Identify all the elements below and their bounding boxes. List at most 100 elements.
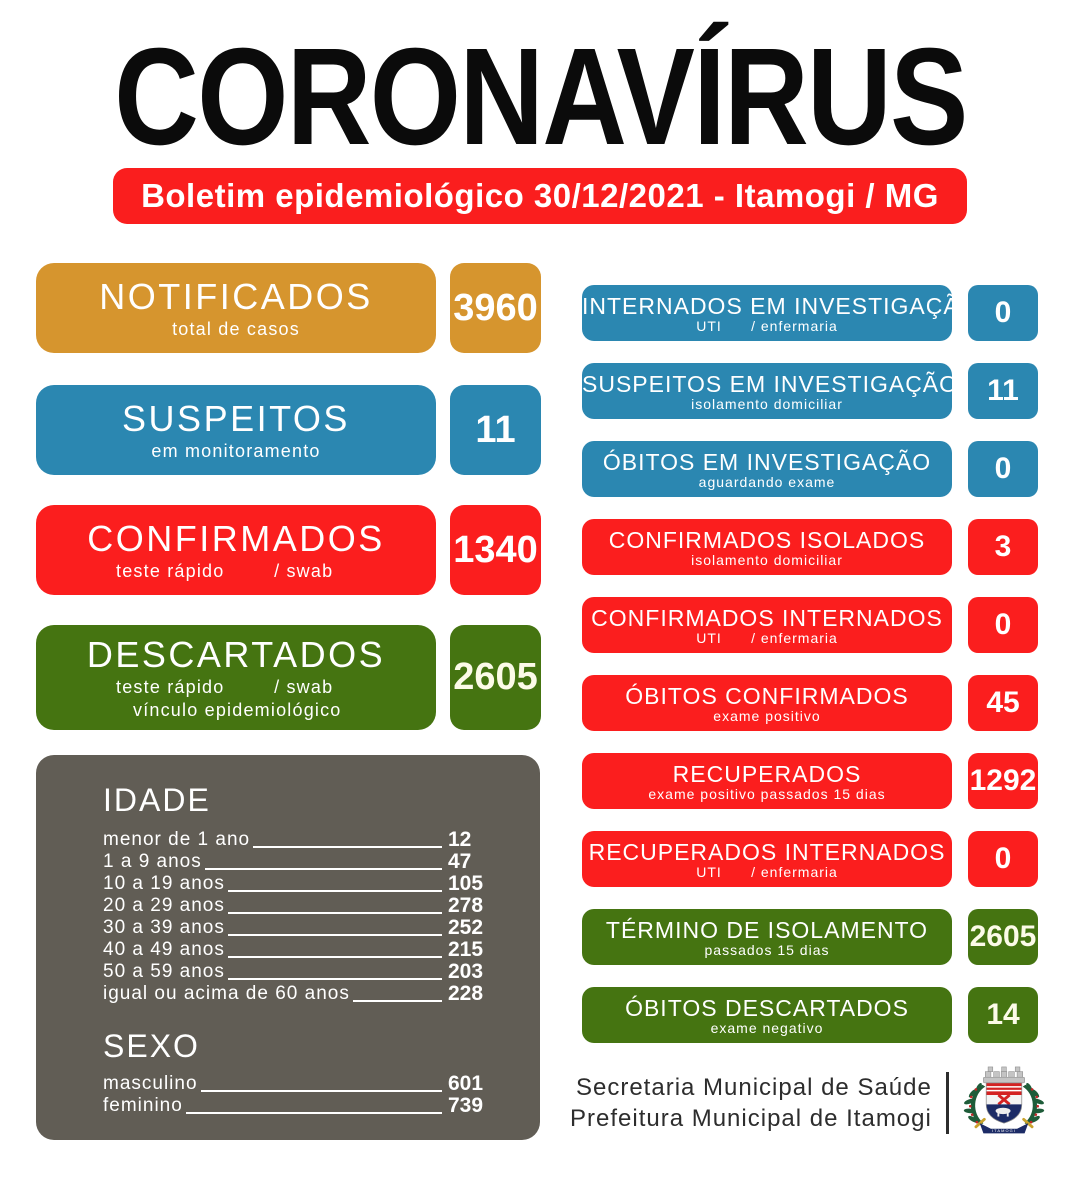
card-title: RECUPERADOS INTERNADOS	[588, 838, 946, 865]
card-obitos-descartados: ÓBITOS DESCARTADOS exame negativo	[582, 987, 952, 1043]
age-row: 1 a 9 anos 47	[103, 851, 498, 873]
value-internados-em-investigacao: 0	[968, 285, 1038, 341]
age-value: 278	[448, 894, 484, 917]
card-title: CONFIRMADOS	[87, 517, 385, 559]
leader-line	[227, 934, 442, 936]
card-confirmados-isolados: CONFIRMADOS ISOLADOS isolamento domicili…	[582, 519, 952, 575]
value-confirmados: 1340	[450, 505, 541, 595]
stat-row-confirmados-internados: CONFIRMADOS INTERNADOS UTI / enfermaria …	[582, 597, 1038, 653]
card-subtitle-2: vínculo epidemiológico	[133, 699, 342, 720]
footer-line-secretaria: Secretaria Municipal de Saúde	[575, 1073, 932, 1101]
card-title: CONFIRMADOS INTERNADOS	[591, 604, 943, 631]
card-subtitle: teste rápido / swab	[116, 560, 334, 581]
card-title: TÉRMINO DE ISOLAMENTO	[605, 916, 929, 943]
right-column: INTERNADOS EM INVESTIGAÇÃO UTI / enferma…	[582, 285, 1038, 1065]
card-title: SUSPEITOS	[122, 397, 350, 439]
card-obitos-em-investigacao: ÓBITOS EM INVESTIGAÇÃO aguardando exame	[582, 441, 952, 497]
stat-row-suspeitos: SUSPEITOS em monitoramento 11	[36, 385, 541, 475]
age-label: 50 a 59 anos	[103, 961, 225, 982]
stat-row-obitos-descartados: ÓBITOS DESCARTADOS exame negativo 14	[582, 987, 1038, 1043]
leader-line	[204, 868, 442, 870]
card-confirmados: CONFIRMADOS teste rápido / swab	[36, 505, 436, 595]
age-row: 50 a 59 anos 203	[103, 961, 498, 983]
value-termino-de-isolamento: 2605	[968, 909, 1038, 965]
left-column: NOTIFICADOS total de casos 3960 SUSPEITO…	[36, 263, 541, 1140]
age-value: 203	[448, 960, 484, 983]
stat-row-suspeitos-investigacao: SUSPEITOS EM INVESTIGAÇÃO isolamento dom…	[582, 363, 1038, 419]
stat-row-recuperados-internados: RECUPERADOS INTERNADOS UTI / enfermaria …	[582, 831, 1038, 887]
itamogi-coat-of-arms-icon: ITAMOGI	[963, 1066, 1045, 1134]
age-row: menor de 1 ano 12	[103, 829, 498, 851]
leader-line	[227, 912, 442, 914]
card-subtitle: total de casos	[172, 318, 300, 339]
value-suspeitos: 11	[450, 385, 541, 475]
age-value: 47	[448, 850, 472, 873]
stat-row-obitos-investigacao: ÓBITOS EM INVESTIGAÇÃO aguardando exame …	[582, 441, 1038, 497]
age-row: 10 a 19 anos 105	[103, 873, 498, 895]
leader-line	[227, 978, 442, 980]
sexo-title: SEXO	[103, 1028, 200, 1064]
stat-row-termino-isolamento: TÉRMINO DE ISOLAMENTO passados 15 dias 2…	[582, 909, 1038, 965]
stat-row-recuperados: RECUPERADOS exame positivo passados 15 d…	[582, 753, 1038, 809]
age-value: 12	[448, 828, 472, 851]
card-subtitle: aguardando exame	[698, 473, 836, 490]
card-subtitle: exame positivo	[713, 707, 821, 724]
age-label: 40 a 49 anos	[103, 939, 225, 960]
age-row: 40 a 49 anos 215	[103, 939, 498, 961]
card-title: DESCARTADOS	[86, 633, 386, 675]
coat-banner-text: ITAMOGI	[992, 1128, 1016, 1133]
leader-line	[227, 956, 442, 958]
card-subtitle: isolamento domiciliar	[691, 551, 843, 568]
stat-row-obitos-confirmados: ÓBITOS CONFIRMADOS exame positivo 45	[582, 675, 1038, 731]
card-descartados: DESCARTADOS teste rápido / swab vínculo …	[36, 625, 436, 730]
value-descartados: 2605	[450, 625, 541, 730]
sex-row: feminino 739	[103, 1095, 498, 1117]
card-obitos-confirmados: ÓBITOS CONFIRMADOS exame positivo	[582, 675, 952, 731]
card-title: ÓBITOS DESCARTADOS	[625, 994, 909, 1021]
card-suspeitos: SUSPEITOS em monitoramento	[36, 385, 436, 475]
main-title: CORONAVÍRUS	[113, 20, 968, 174]
card-subtitle: teste rápido / swab	[116, 676, 334, 697]
demographics-box: IDADE menor de 1 ano 12 1 a 9 anos 47 10…	[36, 755, 540, 1140]
value-obitos-descartados: 14	[968, 987, 1038, 1043]
sex-value: 601	[448, 1072, 484, 1095]
card-subtitle: exame negativo	[710, 1019, 824, 1036]
footer-text: Secretaria Municipal de Saúde Prefeitura…	[570, 1072, 932, 1134]
value-confirmados-isolados: 3	[968, 519, 1038, 575]
value-recuperados-internados: 0	[968, 831, 1038, 887]
value-obitos-confirmados: 45	[968, 675, 1038, 731]
age-value: 252	[448, 916, 484, 939]
value-confirmados-internados: 0	[968, 597, 1038, 653]
footer: Secretaria Municipal de Saúde Prefeitura…	[570, 1066, 1045, 1139]
header: CORONAVÍRUS Boletim epidemiológico 30/12…	[0, 28, 1080, 224]
age-row: 20 a 29 anos 278	[103, 895, 498, 917]
footer-line-prefeitura: Prefeitura Municipal de Itamogi	[570, 1104, 932, 1132]
age-label: igual ou acima de 60 anos	[103, 983, 350, 1004]
leader-line	[352, 1000, 442, 1002]
card-title: RECUPERADOS	[672, 760, 862, 787]
leader-line	[200, 1090, 442, 1092]
stat-row-notificados: NOTIFICADOS total de casos 3960	[36, 263, 541, 353]
card-internados-em-investigacao: INTERNADOS EM INVESTIGAÇÃO UTI / enferma…	[582, 285, 979, 341]
card-title: ÓBITOS EM INVESTIGAÇÃO	[602, 448, 932, 475]
card-subtitle: UTI / enfermaria	[696, 317, 838, 334]
card-title: INTERNADOS EM INVESTIGAÇÃO	[582, 292, 979, 319]
age-label: 30 a 39 anos	[103, 917, 225, 938]
card-subtitle: isolamento domiciliar	[691, 395, 843, 412]
stat-row-descartados: DESCARTADOS teste rápido / swab vínculo …	[36, 625, 541, 730]
card-recuperados: RECUPERADOS exame positivo passados 15 d…	[582, 753, 952, 809]
sex-value: 739	[448, 1094, 484, 1117]
card-notificados: NOTIFICADOS total de casos	[36, 263, 436, 353]
stat-row-confirmados-isolados: CONFIRMADOS ISOLADOS isolamento domicili…	[582, 519, 1038, 575]
card-subtitle: em monitoramento	[151, 440, 321, 461]
divider	[945, 1071, 949, 1134]
age-row: 30 a 39 anos 252	[103, 917, 498, 939]
card-title: NOTIFICADOS	[99, 275, 373, 317]
idade-section: IDADE menor de 1 ano 12 1 a 9 anos 47 10…	[103, 783, 520, 1117]
value-notificados: 3960	[450, 263, 541, 353]
value-suspeitos-em-investigacao: 11	[968, 363, 1038, 419]
age-row: igual ou acima de 60 anos 228	[103, 983, 498, 1005]
card-subtitle: passados 15 dias	[704, 941, 830, 958]
card-suspeitos-em-investigacao: SUSPEITOS EM INVESTIGAÇÃO isolamento dom…	[582, 363, 957, 419]
